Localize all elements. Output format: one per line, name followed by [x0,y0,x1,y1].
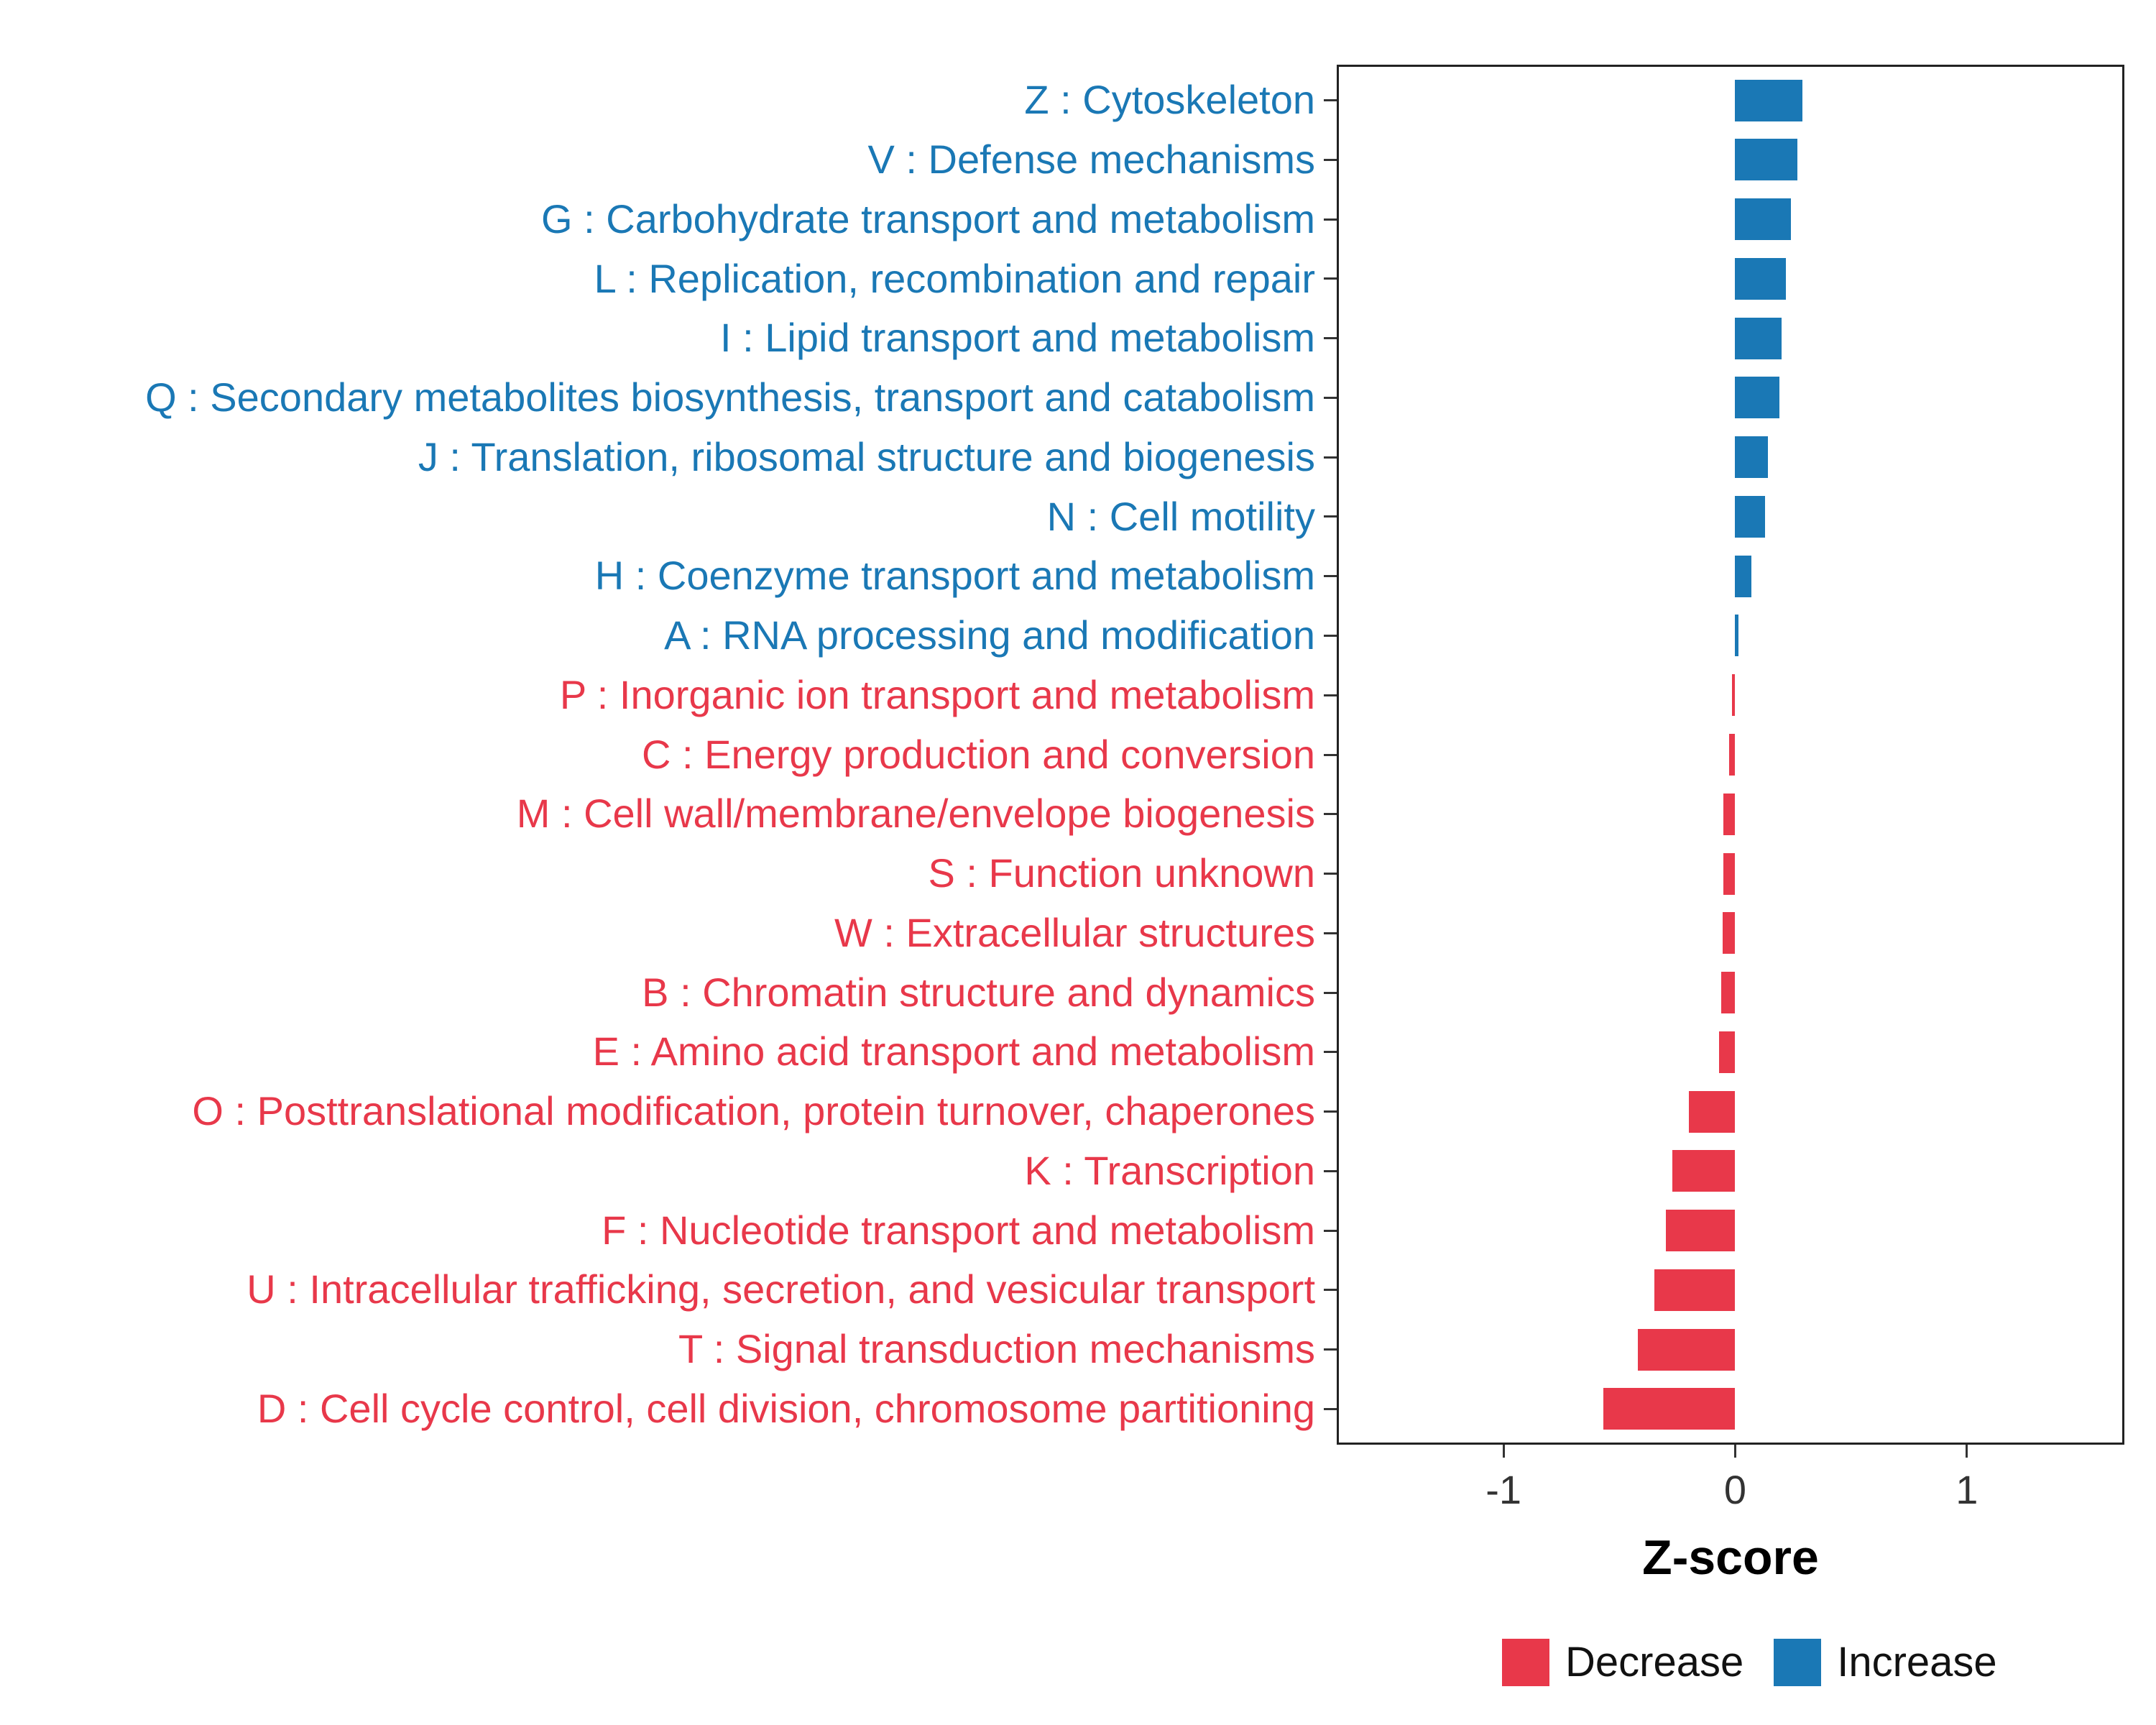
category-label: D : Cell cycle control, cell division, c… [257,1385,1315,1431]
category-label: N : Cell motility [1046,493,1315,539]
category-label: E : Amino acid transport and metabolism [592,1029,1315,1075]
y-tick-mark [1324,515,1337,518]
bar-v [1735,139,1798,181]
y-tick-mark [1324,634,1337,637]
legend: Decrease Increase [1502,1639,1997,1686]
x-tick-mark [1502,1445,1505,1458]
y-tick-mark [1324,1348,1337,1351]
category-label: M : Cell wall/membrane/envelope biogenes… [516,791,1315,837]
y-tick-mark [1324,337,1337,340]
category-label: C : Energy production and conversion [642,731,1315,777]
y-tick-mark [1324,813,1337,816]
y-tick-mark [1324,99,1337,102]
y-tick-mark [1324,1229,1337,1232]
x-tick-label: 1 [1955,1467,1978,1512]
bar-m [1723,793,1736,835]
legend-item-decrease: Decrease [1502,1639,1743,1686]
category-label: L : Replication, recombination and repai… [594,255,1315,301]
bar-l [1735,257,1787,300]
y-tick-mark [1324,1169,1337,1172]
x-axis-title: Z-score [1642,1530,1819,1585]
bar-j [1735,436,1768,479]
legend-item-increase: Increase [1774,1639,1997,1686]
y-tick-mark [1324,753,1337,756]
bar-a [1735,615,1739,657]
y-tick-mark [1324,277,1337,280]
y-tick-mark [1324,932,1337,934]
x-tick-mark [1733,1445,1736,1458]
bar-c [1729,734,1736,776]
bar-q [1735,377,1779,419]
y-tick-mark [1324,1289,1337,1292]
bar-b [1721,972,1736,1014]
category-label: G : Carbohydrate transport and metabolis… [541,196,1315,242]
y-tick-mark [1324,991,1337,994]
category-label: I : Lipid transport and metabolism [720,315,1315,361]
y-tick-mark [1324,1051,1337,1054]
legend-swatch-decrease [1502,1639,1549,1686]
category-label: P : Inorganic ion transport and metaboli… [559,671,1315,717]
legend-swatch-increase [1774,1639,1822,1686]
bar-e [1718,1031,1736,1073]
category-label: U : Intracellular trafficking, secretion… [247,1266,1315,1312]
y-tick-mark [1324,396,1337,399]
x-tick-label: 0 [1723,1467,1747,1512]
bar-t [1638,1328,1736,1371]
x-tick-mark [1966,1445,1968,1458]
y-tick-mark [1324,456,1337,459]
bar-g [1735,198,1791,241]
bar-f [1665,1210,1736,1252]
bar-d [1603,1388,1736,1430]
category-label: Q : Secondary metabolites biosynthesis, … [145,374,1315,420]
category-label: A : RNA processing and modification [664,612,1315,658]
category-label: F : Nucleotide transport and metabolism [602,1207,1315,1253]
y-tick-mark [1324,575,1337,578]
y-tick-mark [1324,1407,1337,1410]
y-tick-mark [1324,873,1337,875]
bar-s [1723,852,1736,895]
legend-label: Decrease [1565,1639,1744,1685]
bar-z [1735,79,1802,121]
y-tick-mark [1324,1110,1337,1113]
bar-o [1688,1090,1736,1133]
category-label: S : Function unknown [928,850,1315,896]
category-label: H : Coenzyme transport and metabolism [594,553,1315,599]
category-label: K : Transcription [1024,1147,1315,1193]
category-label: W : Extracellular structures [834,909,1315,955]
legend-label: Increase [1837,1639,1997,1685]
bar-i [1735,317,1782,359]
y-tick-mark [1324,218,1337,221]
category-label: B : Chromatin structure and dynamics [642,969,1315,1015]
bar-u [1654,1269,1736,1311]
bar-n [1735,495,1766,538]
x-tick-label: -1 [1485,1467,1521,1512]
y-tick-mark [1324,158,1337,161]
category-label: V : Defense mechanisms [867,137,1315,183]
bar-p [1731,674,1736,717]
category-label: J : Translation, ribosomal structure and… [418,433,1315,479]
bar-k [1672,1150,1736,1192]
bar-h [1735,555,1751,597]
category-label: T : Signal transduction mechanisms [678,1326,1315,1372]
y-tick-mark [1324,694,1337,696]
bar-w [1722,912,1736,954]
category-label: O : Posttranslational modification, prot… [192,1088,1315,1134]
category-label: Z : Cytoskeleton [1024,77,1315,123]
